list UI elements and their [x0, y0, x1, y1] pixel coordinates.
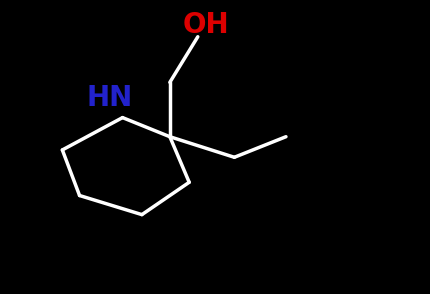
Text: HN: HN — [86, 84, 133, 113]
Text: OH: OH — [183, 11, 230, 39]
